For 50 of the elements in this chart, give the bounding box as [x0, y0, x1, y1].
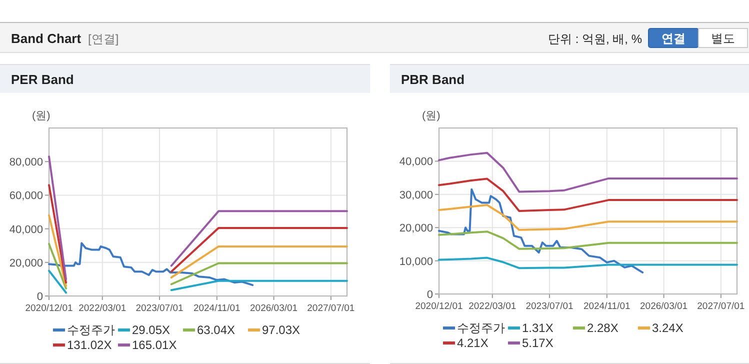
x-tick-label: 2020/12/01 — [415, 301, 463, 312]
legend-label: 131.02X — [67, 338, 112, 352]
x-tick-label: 2026/03/01 — [640, 301, 688, 312]
x-tick-label: 2027/07/01 — [307, 303, 355, 314]
y-tick-label: 60,000 — [9, 190, 43, 202]
legend-label: 63.04X — [197, 323, 236, 337]
line-series — [438, 230, 738, 250]
chart-title: PER Band — [11, 72, 74, 87]
y-tick-label: 20,000 — [399, 222, 433, 235]
y-tick-label: 30,000 — [399, 189, 433, 202]
line-series — [438, 256, 738, 270]
legend-label: 5.17X — [522, 336, 554, 350]
text: 별도 — [711, 32, 735, 46]
text: Band Chart — [11, 31, 82, 46]
x-tick-label: 2026/03/01 — [250, 303, 298, 314]
legend-label: 4.21X — [457, 336, 488, 350]
legend-label: 97.03X — [262, 323, 300, 337]
x-tick-label: 2027/07/01 — [697, 301, 745, 312]
legend-label: 29.05X — [132, 323, 170, 337]
legend-label: 165.01X — [132, 338, 177, 352]
x-tick-label: 2022/03/01 — [468, 301, 516, 312]
line-series — [48, 242, 254, 286]
legend-label: 2.28X — [587, 321, 618, 335]
x-tick-label: 2023/07/01 — [136, 303, 184, 314]
legend-label: 수정주가 — [67, 323, 115, 337]
legend-label: 3.24X — [652, 321, 684, 335]
legend-label: 1.31X — [522, 321, 554, 335]
y-axis-title: (원) — [32, 110, 50, 122]
y-tick-label: 40,000 — [399, 156, 433, 168]
line-series — [438, 204, 738, 231]
y-tick-label: 80,000 — [9, 156, 43, 169]
y-tick-label: 0 — [36, 291, 43, 303]
x-tick-label: 2024/11/01 — [193, 303, 240, 314]
y-axis-title: (원) — [422, 110, 440, 122]
y-tick-label: 40,000 — [9, 224, 43, 236]
y-tick-label: 0 — [426, 289, 433, 301]
x-tick-label: 2024/11/01 — [583, 301, 630, 312]
legend-label: 수정주가 — [457, 321, 505, 335]
text: 단위 : 억원, 배, % — [548, 32, 642, 46]
y-tick-label: 20,000 — [9, 257, 43, 270]
line-series — [438, 178, 738, 212]
x-tick-label: 2023/07/01 — [526, 301, 574, 312]
chart-title: PBR Band — [401, 72, 465, 87]
line-series — [438, 152, 738, 193]
text: 연결 — [662, 32, 686, 46]
x-tick-label: 2020/12/01 — [25, 303, 73, 314]
line-series — [438, 188, 644, 274]
y-tick-label: 10,000 — [399, 256, 433, 268]
text: [연결] — [88, 32, 119, 46]
x-tick-label: 2022/03/01 — [78, 303, 126, 314]
